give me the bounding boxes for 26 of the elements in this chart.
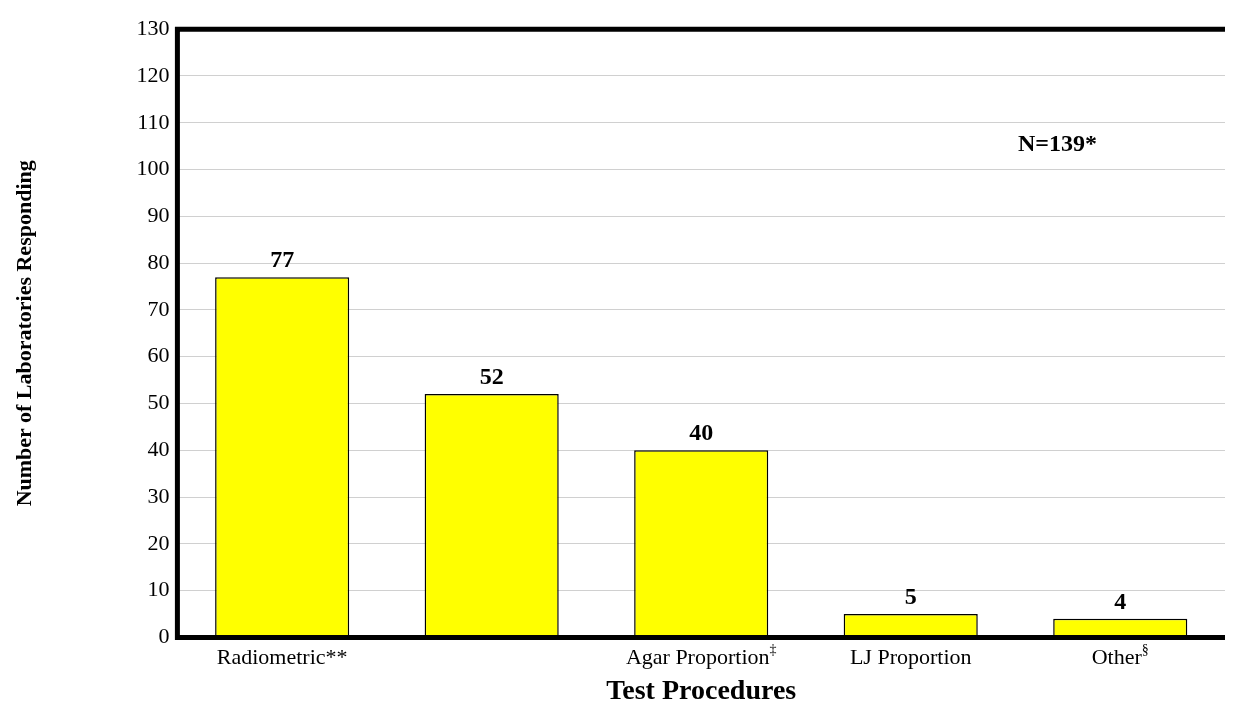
y-tick-label: 50 [147,389,170,415]
y-tick-label: 70 [147,295,170,321]
x-tick-label: Radiometric** [216,644,348,670]
data-label: 40 [689,419,714,446]
y-tick-label: 10 [147,576,170,602]
y-tick-label: 110 [137,108,170,134]
y-tick-label: 60 [147,342,170,368]
x-axis-title: Test Procedures [606,674,797,706]
y-tick-label: 100 [136,155,170,181]
y-tick-label: 80 [147,248,170,274]
data-label: 4 [1114,587,1127,614]
annotation: N=139* [1017,129,1097,156]
data-label: 5 [904,583,917,610]
y-tick-label: 120 [136,61,170,87]
x-tick-label: Agar Proportion‡ [625,642,777,670]
data-label: 77 [270,246,295,273]
y-axis-title: Number of Laboratories Responding [10,160,36,507]
y-tick-label: 20 [147,529,170,555]
y-tick-label: 130 [136,14,170,40]
y-tick-label: 90 [147,202,170,228]
y-tick-label: 0 [158,623,170,649]
y-tick-label: 40 [147,436,170,462]
data-label: 52 [479,363,504,390]
x-tick-label: LJ Proportion [849,644,972,670]
x-tick-label: Other§ [1091,642,1149,670]
y-tick-label: 30 [147,482,170,508]
